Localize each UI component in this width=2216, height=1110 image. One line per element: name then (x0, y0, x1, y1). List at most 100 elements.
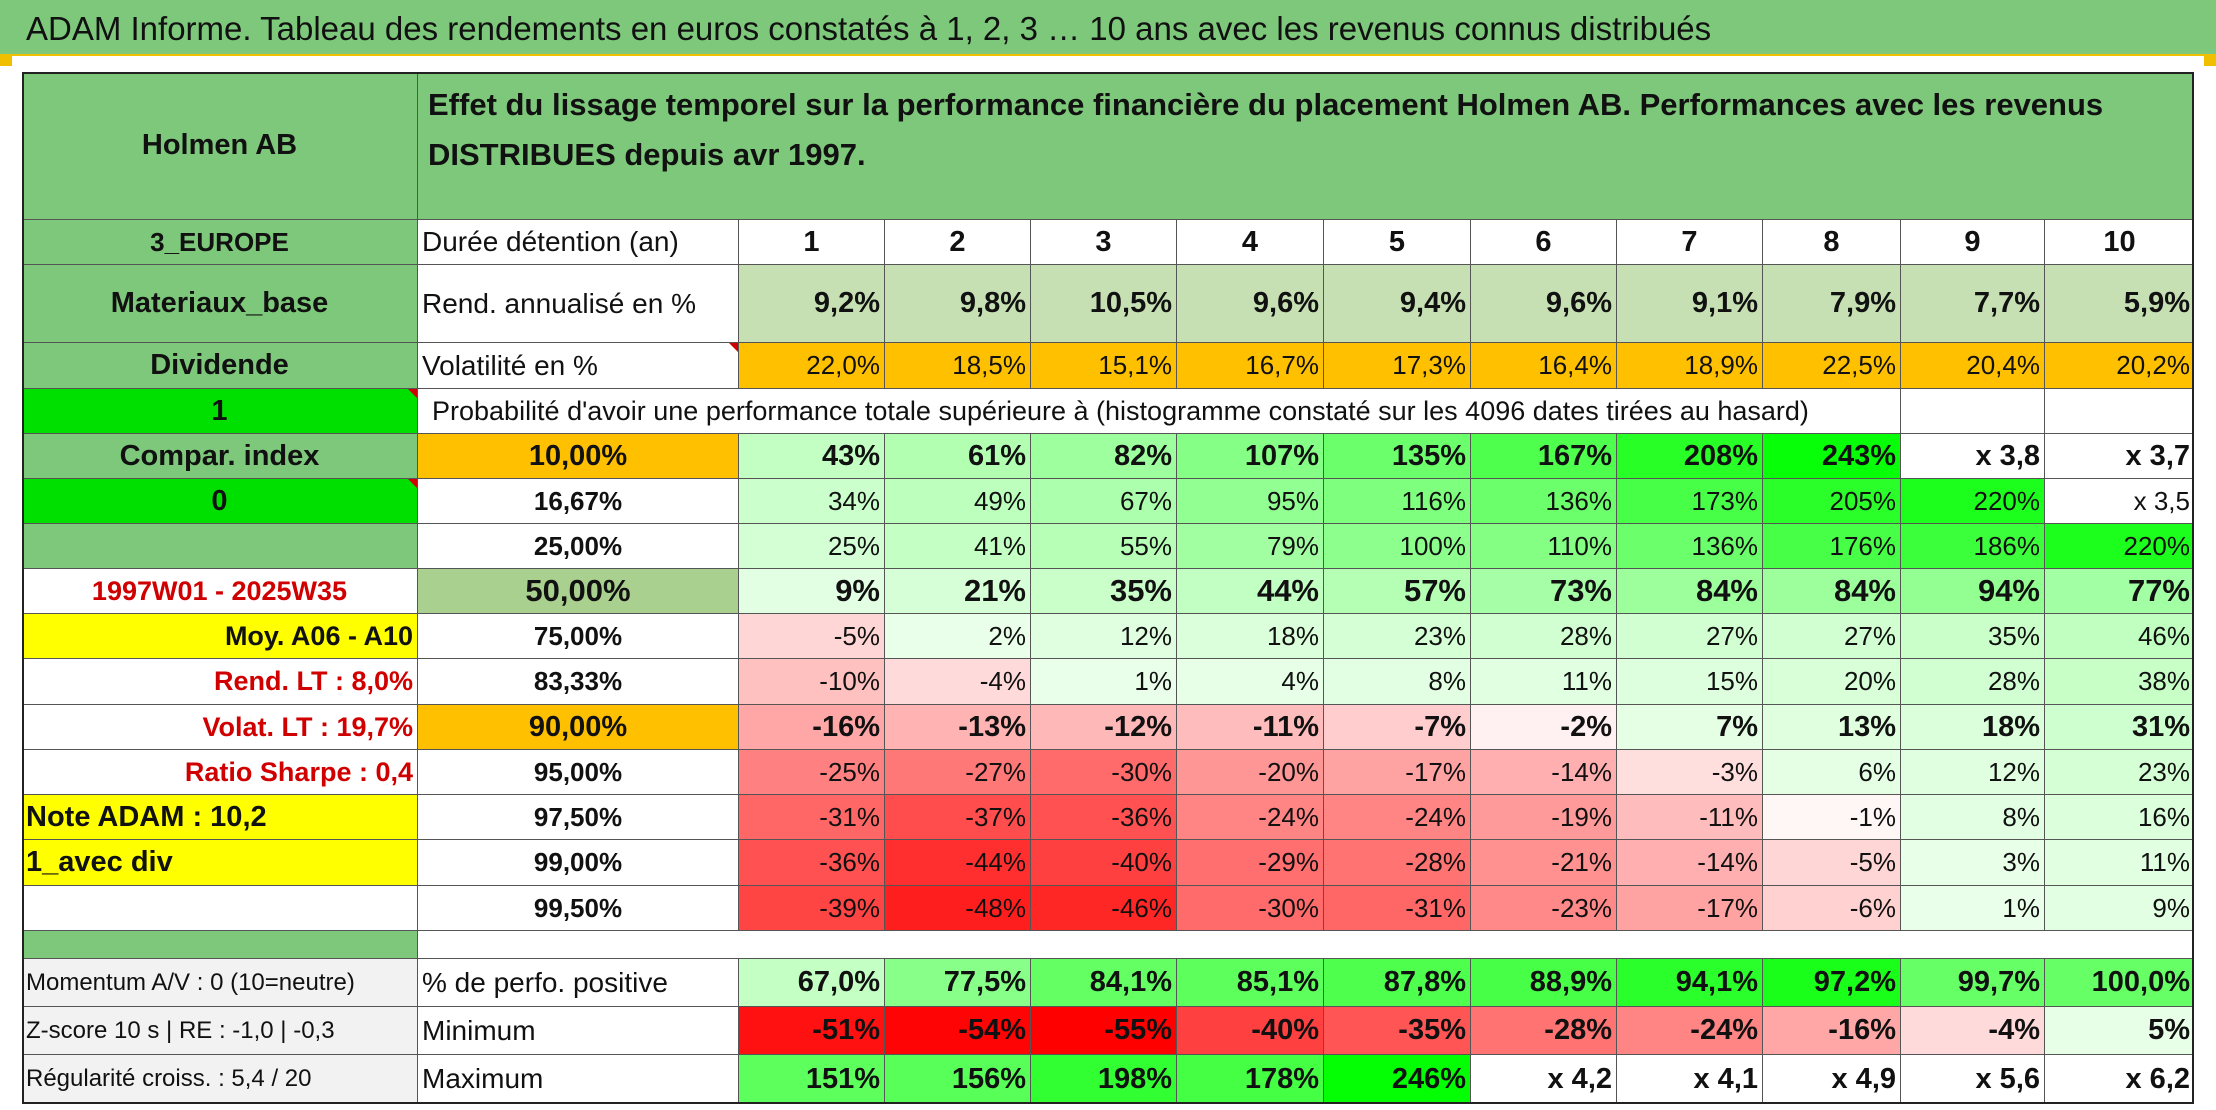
proba-threshold: 99,50% (418, 886, 739, 931)
momentum-label: Momentum A/V : 0 (10=neutre) (22, 959, 418, 1007)
max-value: 151% (739, 1055, 885, 1104)
proba-value: 1% (1901, 886, 2045, 931)
rend-value: 9,1% (1617, 265, 1763, 343)
proba-value: 220% (1901, 479, 2045, 524)
proba-value: 27% (1763, 614, 1901, 659)
proba-value: -27% (885, 750, 1031, 795)
rend-value: 7,9% (1763, 265, 1901, 343)
vol-value: 22,0% (739, 343, 885, 389)
proba-value: -11% (1177, 705, 1324, 750)
proba-value: -7% (1324, 705, 1471, 750)
proba-value: -1% (1763, 795, 1901, 840)
proba-value: 7% (1617, 705, 1763, 750)
proba-value: 2% (885, 614, 1031, 659)
sharpe-label: Ratio Sharpe : 0,4 (22, 750, 418, 795)
flag-one-cell: 1 (22, 389, 418, 434)
max-value: x 5,6 (1901, 1055, 2045, 1104)
vol-value: 17,3% (1324, 343, 1471, 389)
performance-table: Holmen AB Effet du lissage temporel sur … (22, 72, 2194, 1104)
proba-value: -14% (1617, 840, 1763, 886)
min-value: -35% (1324, 1007, 1471, 1055)
proba-value: 82% (1031, 434, 1177, 479)
compar-index-label: Compar. index (22, 434, 418, 479)
duree-label: Durée détention (an) (418, 220, 739, 265)
spacer-bar (22, 931, 418, 959)
proba-value: -11% (1617, 795, 1763, 840)
proba-value: 135% (1324, 434, 1471, 479)
report-title: ADAM Informe. Tableau des rendements en … (0, 0, 2216, 56)
pos-value: 84,1% (1031, 959, 1177, 1007)
max-value: x 4,1 (1617, 1055, 1763, 1104)
income-label: Dividende (22, 343, 418, 389)
proba-value: -16% (739, 705, 885, 750)
proba-value: 43% (739, 434, 885, 479)
proba-value: -40% (1031, 840, 1177, 886)
avec-div-label: 1_avec div (22, 840, 418, 886)
proba-value: -21% (1471, 840, 1617, 886)
min-value: -55% (1031, 1007, 1177, 1055)
proba-value: -24% (1177, 795, 1324, 840)
proba-value: 18% (1177, 614, 1324, 659)
max-value: 178% (1177, 1055, 1324, 1104)
proba-threshold: 97,50% (418, 795, 739, 840)
max-value: x 4,2 (1471, 1055, 1617, 1104)
proba-value: 67% (1031, 479, 1177, 524)
empty-cell (22, 886, 418, 931)
proba-value: 11% (1471, 659, 1617, 705)
vol-value: 20,2% (2045, 343, 2194, 389)
proba-value: -14% (1471, 750, 1617, 795)
pos-value: 97,2% (1763, 959, 1901, 1007)
proba-value: -23% (1471, 886, 1617, 931)
proba-value: 167% (1471, 434, 1617, 479)
max-value: 156% (885, 1055, 1031, 1104)
proba-value: 55% (1031, 524, 1177, 569)
proba-value: 35% (1901, 614, 2045, 659)
proba-value: 18% (1901, 705, 2045, 750)
proba-value: -25% (739, 750, 885, 795)
proba-value: -13% (885, 705, 1031, 750)
proba-value: 79% (1177, 524, 1324, 569)
max-value: x 4,9 (1763, 1055, 1901, 1104)
vol-row-label: Volatilité en % (418, 343, 739, 389)
proba-value: 38% (2045, 659, 2194, 705)
pos-value: 99,7% (1901, 959, 2045, 1007)
proba-value: 44% (1177, 569, 1324, 614)
vol-value: 18,5% (885, 343, 1031, 389)
max-row-label: Maximum (418, 1055, 739, 1104)
proba-value: x 3,7 (2045, 434, 2194, 479)
proba-value: 220% (2045, 524, 2194, 569)
min-value: -54% (885, 1007, 1031, 1055)
proba-value: 11% (2045, 840, 2194, 886)
vol-value: 22,5% (1763, 343, 1901, 389)
pos-row-label: % de perfo. positive (418, 959, 739, 1007)
max-value: 246% (1324, 1055, 1471, 1104)
proba-value: 110% (1471, 524, 1617, 569)
proba-value: 94% (1901, 569, 2045, 614)
proba-value: -36% (739, 840, 885, 886)
proba-value: 116% (1324, 479, 1471, 524)
proba-value: -37% (885, 795, 1031, 840)
proba-value: 27% (1617, 614, 1763, 659)
proba-value: 13% (1763, 705, 1901, 750)
rend-value: 9,2% (739, 265, 885, 343)
max-value: x 6,2 (2045, 1055, 2194, 1104)
proba-value: 100% (1324, 524, 1471, 569)
proba-threshold: 83,33% (418, 659, 739, 705)
proba-value: 23% (1324, 614, 1471, 659)
proba-value: 205% (1763, 479, 1901, 524)
proba-threshold: 99,00% (418, 840, 739, 886)
max-value: 198% (1031, 1055, 1177, 1104)
year-header: 9 (1901, 220, 2045, 265)
year-header: 10 (2045, 220, 2194, 265)
proba-value: 21% (885, 569, 1031, 614)
proba-value: -5% (1763, 840, 1901, 886)
proba-value: 9% (739, 569, 885, 614)
proba-value: 61% (885, 434, 1031, 479)
rend-value: 7,7% (1901, 265, 2045, 343)
proba-value: 73% (1471, 569, 1617, 614)
proba-threshold: 95,00% (418, 750, 739, 795)
proba-value: 243% (1763, 434, 1901, 479)
min-value: -40% (1177, 1007, 1324, 1055)
year-header: 8 (1763, 220, 1901, 265)
proba-value: -4% (885, 659, 1031, 705)
